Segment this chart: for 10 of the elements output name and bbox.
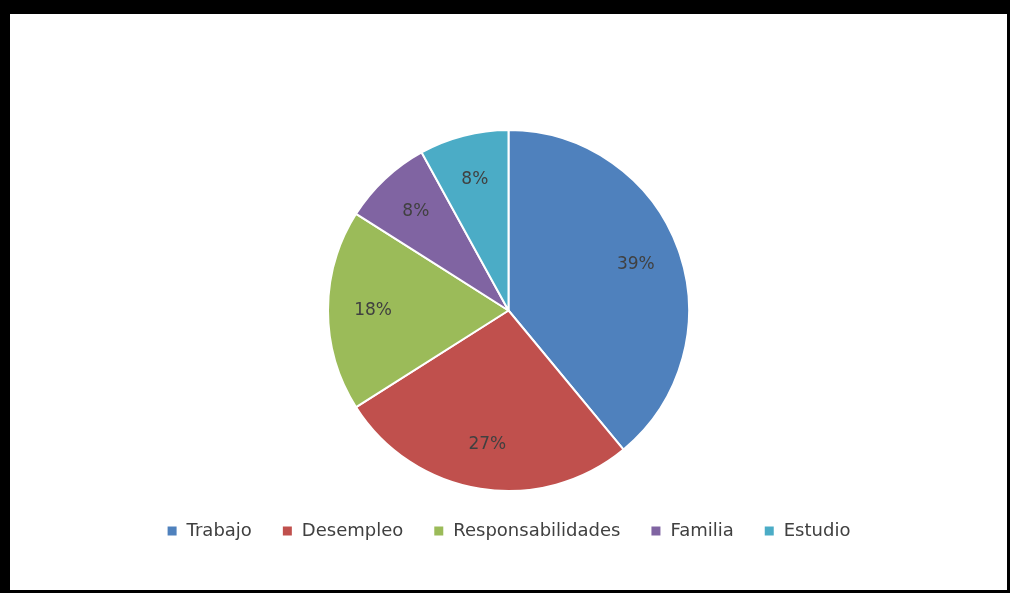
legend-label: Trabajo <box>185 518 252 540</box>
legend-label: Estudio <box>783 518 851 540</box>
legend-label: Responsabilidades <box>453 518 621 540</box>
data-label: 8% <box>402 200 430 221</box>
data-label: 39% <box>616 253 655 274</box>
data-label: 8% <box>461 167 489 188</box>
legend-label: Desempleo <box>301 518 404 540</box>
data-label: 27% <box>468 432 507 453</box>
data-label: 18% <box>354 298 393 319</box>
legend-label: Familia <box>670 518 734 540</box>
